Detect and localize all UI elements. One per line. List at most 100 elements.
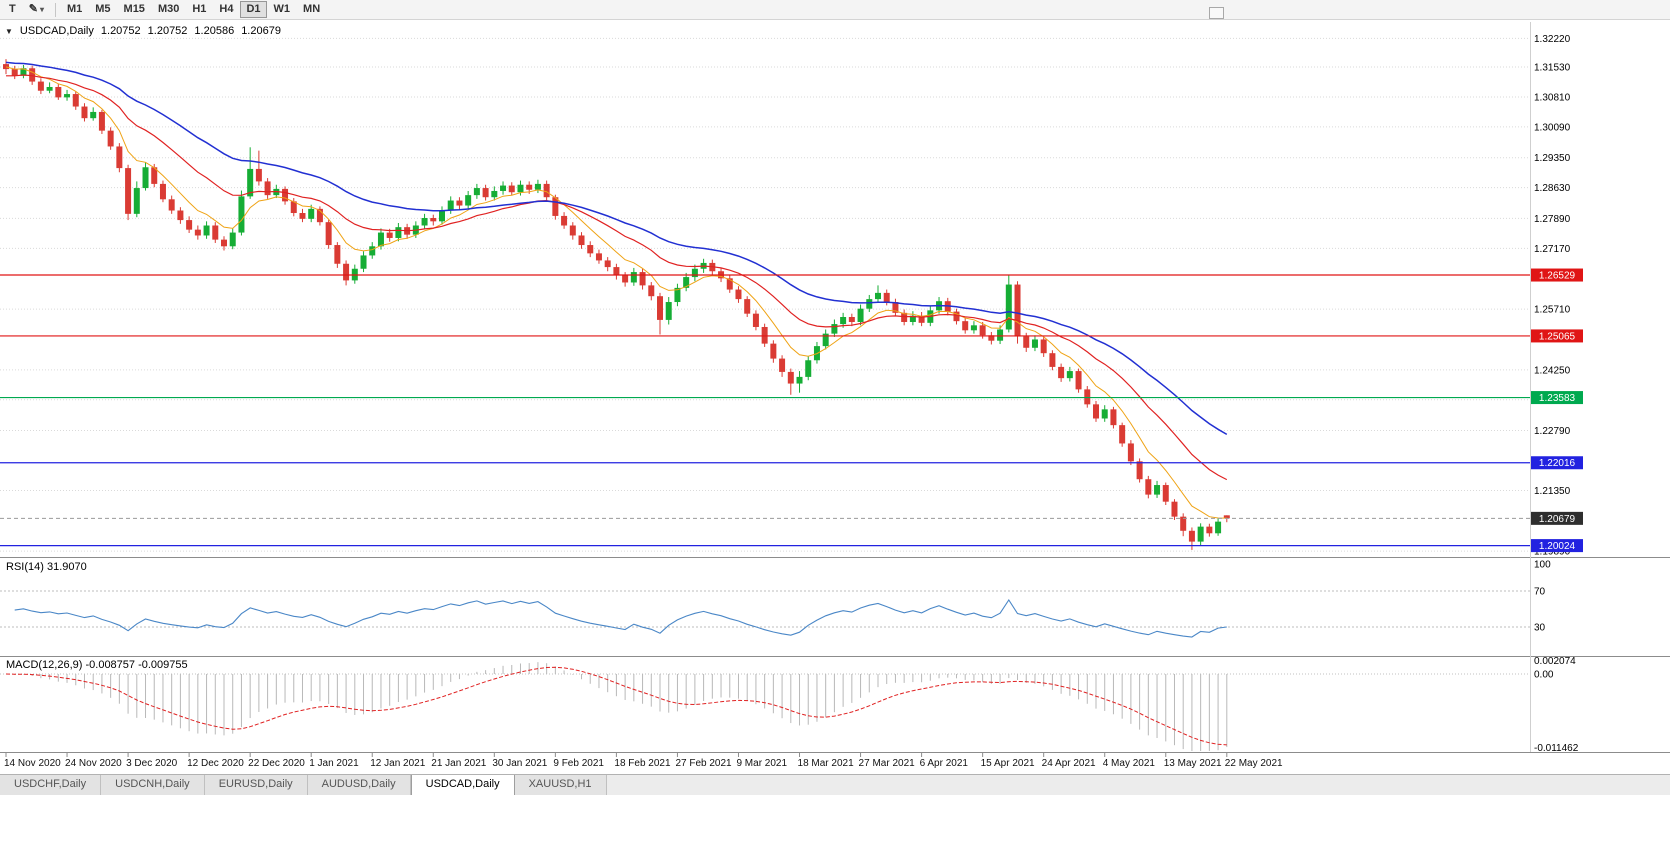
dropdown-arrow-icon: ▾	[39, 5, 44, 14]
chart-float-window-button[interactable]	[1209, 7, 1224, 19]
svg-text:1.24250: 1.24250	[1534, 365, 1571, 376]
svg-text:1.25065: 1.25065	[1539, 331, 1576, 342]
timeframe-button-d1[interactable]: D1	[240, 1, 267, 18]
svg-text:1.20024: 1.20024	[1539, 541, 1576, 552]
timeframe-button-h1[interactable]: H1	[186, 1, 212, 18]
macd-name: MACD(12,26,9)	[6, 659, 83, 671]
svg-text:1.30090: 1.30090	[1534, 122, 1571, 133]
medium-ma-line	[6, 74, 1228, 481]
tab-audusd-daily[interactable]: AUDUSD,Daily	[307, 775, 411, 795]
timeframe-button-group: M1 M5 M15 M30 H1 H4 D1 W1 MN	[61, 1, 326, 18]
svg-text:1.25710: 1.25710	[1534, 305, 1571, 316]
svg-text:1.27890: 1.27890	[1534, 214, 1571, 225]
svg-text:24 Apr 2021: 24 Apr 2021	[1042, 758, 1096, 769]
tab-usdcad-daily[interactable]: USDCAD,Daily	[410, 775, 515, 795]
moving-averages	[5, 61, 1228, 519]
svg-text:24 Nov 2020: 24 Nov 2020	[65, 758, 122, 769]
tab-usdchf-daily[interactable]: USDCHF,Daily	[0, 775, 102, 795]
price-gridlines	[0, 37, 1530, 552]
svg-text:1.27170: 1.27170	[1534, 244, 1571, 255]
current-price-badge	[1531, 511, 1583, 525]
timeframe-button-mn[interactable]: MN	[297, 1, 326, 18]
chart-title[interactable]: ▼ USDCAD,Daily 1.20752 1.20752 1.20586 1…	[5, 25, 281, 37]
ohlc-high: 1.20752	[147, 25, 188, 37]
rsi-name: RSI(14)	[6, 561, 44, 573]
svg-text:18 Mar 2021: 18 Mar 2021	[798, 758, 855, 769]
tab-eurusd-daily[interactable]: EURUSD,Daily	[204, 775, 308, 795]
svg-text:22 May 2021: 22 May 2021	[1225, 758, 1283, 769]
date-axis[interactable]: 14 Nov 2020 24 Nov 2020 3 Dec 2020 12 Dec 2…	[4, 753, 1283, 769]
draw-tool-dropdown-button[interactable]: ✎ ▾	[23, 1, 50, 18]
svg-text:1.30810: 1.30810	[1534, 92, 1571, 103]
pencil-icon: ✎	[28, 3, 38, 15]
svg-text:1.22790: 1.22790	[1534, 426, 1571, 437]
fast-ma-line	[5, 66, 1227, 519]
macd-signal-line	[5, 666, 1227, 746]
svg-text:12 Jan 2021: 12 Jan 2021	[370, 758, 425, 769]
svg-text:27 Feb 2021: 27 Feb 2021	[675, 758, 732, 769]
svg-text:1.19890: 1.19890	[1534, 547, 1571, 558]
svg-text:12 Dec 2020: 12 Dec 2020	[187, 758, 244, 769]
macd-histogram	[14, 662, 1228, 752]
svg-text:0.002074: 0.002074	[1534, 656, 1576, 667]
price-axis[interactable]: 1.32220 1.31530 1.30810 1.30090 1.29350 1.286…	[1534, 34, 1571, 558]
svg-text:27 Mar 2021: 27 Mar 2021	[859, 758, 916, 769]
timeframe-button-w1[interactable]: W1	[268, 1, 297, 18]
svg-text:1.26529: 1.26529	[1539, 271, 1576, 282]
macd-indicator-label[interactable]: MACD(12,26,9) -0.008757 -0.009755	[6, 659, 188, 671]
timeframe-button-m5[interactable]: M5	[89, 1, 116, 18]
panel-separators[interactable]	[0, 22, 1670, 753]
level-price-badge	[1531, 539, 1583, 553]
svg-text:6 Apr 2021: 6 Apr 2021	[920, 758, 969, 769]
candlesticks[interactable]	[3, 59, 1230, 550]
toolbar: T ✎ ▾ M1 M5 M15 M30 H1 H4 D1 W1 MN	[0, 0, 1670, 20]
text-tool-button[interactable]: T	[3, 1, 22, 18]
symbol-period-label: USDCAD,Daily	[19, 25, 94, 37]
svg-text:1.32220: 1.32220	[1534, 34, 1571, 45]
svg-text:30: 30	[1534, 623, 1546, 634]
svg-text:9 Feb 2021: 9 Feb 2021	[553, 758, 604, 769]
svg-text:30 Jan 2021: 30 Jan 2021	[492, 758, 547, 769]
tab-xauusd-h1[interactable]: XAUUSD,H1	[514, 775, 607, 795]
level-price-badge	[1531, 456, 1583, 470]
timeframe-button-m1[interactable]: M1	[61, 1, 88, 18]
svg-text:1.23583: 1.23583	[1539, 393, 1576, 404]
svg-text:4 May 2021: 4 May 2021	[1103, 758, 1156, 769]
svg-text:1.29350: 1.29350	[1534, 153, 1571, 164]
svg-text:70: 70	[1534, 587, 1546, 598]
slow-ma-line	[5, 61, 1228, 436]
tab-usdcnh-daily[interactable]: USDCNH,Daily	[101, 775, 205, 795]
macd-values: -0.008757 -0.009755	[85, 659, 188, 671]
macd-panel: 0.002074 0.00 -0.011462	[0, 656, 1579, 754]
svg-text:1.20679: 1.20679	[1539, 514, 1576, 525]
ohlc-close: 1.20679	[241, 25, 281, 37]
svg-text:1.21350: 1.21350	[1534, 486, 1571, 497]
chart-tab-bar: USDCHF,Daily USDCNH,Daily EURUSD,Daily AUDU…	[0, 774, 1670, 795]
horizontal-level-lines[interactable]: 1.26529 1.25065 1.23583 1.22016 1.20024	[0, 268, 1583, 553]
svg-text:-0.011462: -0.011462	[1534, 743, 1579, 754]
level-price-badge	[1531, 329, 1583, 343]
svg-text:1 Jan 2021: 1 Jan 2021	[309, 758, 359, 769]
rsi-value: 31.9070	[46, 561, 87, 573]
rsi-indicator-label[interactable]: RSI(14) 31.9070	[6, 561, 87, 573]
current-price-line: 1.20679	[0, 511, 1583, 525]
svg-text:14 Nov 2020: 14 Nov 2020	[4, 758, 61, 769]
ohlc-open: 1.20752	[100, 25, 141, 37]
svg-text:18 Feb 2021: 18 Feb 2021	[614, 758, 671, 769]
svg-text:3 Dec 2020: 3 Dec 2020	[126, 758, 178, 769]
level-price-badge	[1531, 391, 1583, 405]
svg-text:21 Jan 2021: 21 Jan 2021	[431, 758, 486, 769]
svg-text:1.28630: 1.28630	[1534, 183, 1571, 194]
timeframe-button-m30[interactable]: M30	[152, 1, 185, 18]
svg-text:1.22016: 1.22016	[1539, 458, 1576, 469]
ohlc-low: 1.20586	[194, 25, 235, 37]
rsi-panel: 100 70 30	[0, 560, 1551, 638]
svg-text:0.00: 0.00	[1534, 670, 1554, 681]
timeframe-button-m15[interactable]: M15	[118, 1, 151, 18]
toolbar-separator	[54, 2, 56, 17]
svg-text:100: 100	[1534, 560, 1551, 571]
svg-text:13 May 2021: 13 May 2021	[1164, 758, 1222, 769]
timeframe-button-h4[interactable]: H4	[213, 1, 239, 18]
svg-text:15 Apr 2021: 15 Apr 2021	[981, 758, 1035, 769]
